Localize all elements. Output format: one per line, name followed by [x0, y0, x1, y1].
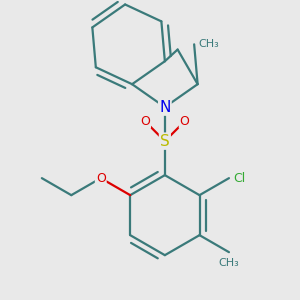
Text: O: O [96, 172, 106, 185]
Text: O: O [140, 115, 150, 128]
Text: CH₃: CH₃ [219, 258, 239, 268]
Text: Cl: Cl [233, 172, 246, 185]
Text: S: S [160, 134, 170, 148]
Text: O: O [180, 115, 190, 128]
Text: CH₃: CH₃ [199, 39, 220, 49]
Text: N: N [159, 100, 170, 115]
